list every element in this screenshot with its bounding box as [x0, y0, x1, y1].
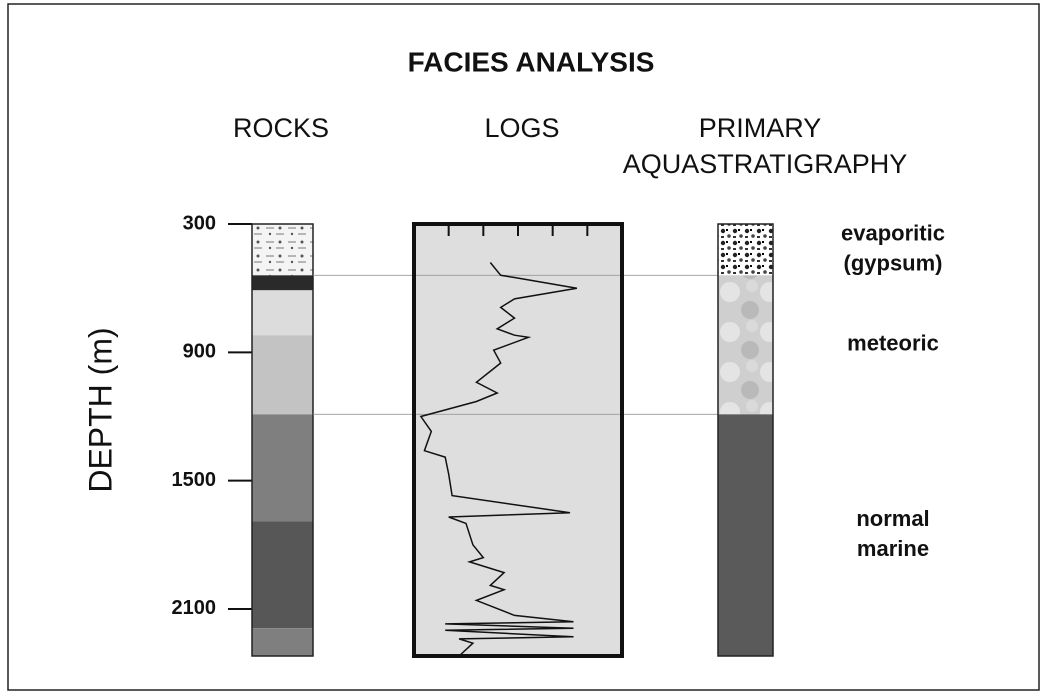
zone-label: (gypsum) — [844, 250, 943, 275]
column-title: LOGS — [484, 113, 559, 143]
column-title: AQUASTRATIGRAPHY — [623, 149, 908, 179]
rock-layer — [252, 275, 313, 291]
rock-layer — [252, 335, 313, 415]
tick-label: 2100 — [172, 597, 217, 619]
rock-layer — [252, 414, 313, 522]
rock-layer — [252, 224, 313, 276]
tick-label: 900 — [183, 341, 216, 363]
column-outline — [717, 223, 774, 657]
title: FACIES ANALYSIS — [408, 46, 655, 77]
tick-label: 1500 — [172, 469, 217, 491]
log-curve — [419, 262, 578, 657]
log-panel — [414, 224, 622, 656]
log-frame — [412, 222, 624, 658]
zone — [718, 275, 773, 415]
zone — [718, 224, 773, 276]
axis-label: DEPTH (m) — [82, 327, 118, 492]
zone-label: evaporitic — [841, 220, 945, 245]
zone-label: normal — [856, 506, 929, 531]
zone-label: marine — [857, 536, 929, 561]
rock-layer — [252, 521, 313, 629]
rock-layer — [252, 290, 313, 336]
zone-label: meteoric — [847, 331, 939, 356]
column-title: ROCKS — [233, 113, 329, 143]
tick-label: 300 — [183, 212, 216, 234]
zone — [718, 414, 773, 656]
column-outline — [251, 223, 314, 657]
rock-layer — [252, 628, 313, 656]
frame — [7, 3, 1040, 691]
column-title: PRIMARY — [699, 113, 822, 143]
